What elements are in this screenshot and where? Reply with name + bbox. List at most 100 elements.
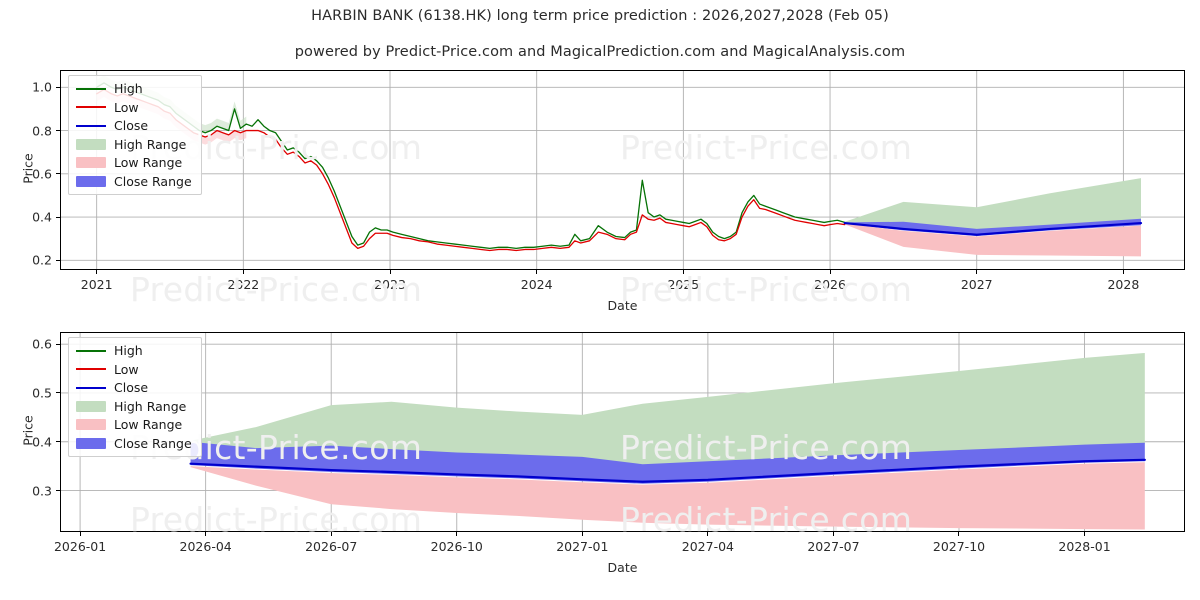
y-axis-tick-mark (56, 259, 60, 261)
x-axis-tick-label: 2028-01 (1058, 539, 1111, 554)
legend-label: Low Range (114, 417, 183, 432)
x-axis-tick-mark (79, 532, 81, 536)
x-axis-tick-label: 2022 (227, 277, 260, 292)
x-axis-tick-mark (205, 532, 207, 536)
overview-legend: High Low Close High Range Low Range Close Ran… (68, 75, 202, 195)
y-axis-tick-mark (56, 490, 60, 492)
page-title: HARBIN BANK (6138.HK) long term price pr… (311, 8, 889, 24)
legend-item-close-range: Close Range (76, 436, 192, 451)
legend-swatch-line (76, 87, 106, 90)
legend-label: High Range (114, 136, 187, 152)
legend-label: Close Range (114, 435, 192, 451)
x-axis-tick-mark (976, 270, 978, 274)
x-axis-tick-label: 2021 (80, 277, 113, 292)
legend-swatch-patch (76, 138, 106, 150)
y-axis-tick-label: 0.4 (32, 434, 52, 450)
y-axis-tick-mark (56, 173, 60, 175)
x-axis-tick-label: 2026-04 (179, 539, 232, 554)
legend-label: High Range (114, 398, 187, 414)
x-axis-tick-label: 2026-07 (305, 539, 358, 554)
x-axis-tick-mark (1122, 270, 1124, 274)
x-axis-tick-mark (536, 270, 538, 274)
y-axis-tick-label: 0.2 (32, 252, 52, 268)
x-axis-tick-label: 2027-01 (556, 539, 609, 554)
y-axis-tick-mark (56, 130, 60, 132)
legend-label: High (114, 81, 143, 96)
legend-item-high: High (76, 343, 192, 358)
overview-chart: High Low Close High Range Low Range Close Ran… (60, 70, 1185, 270)
legend-swatch-patch (76, 419, 106, 430)
page-subtitle: powered by Predict-Price.com and Magical… (294, 44, 906, 60)
legend-label: Low (114, 361, 139, 377)
x-axis-tick-label: 2026 (814, 277, 846, 292)
y-axis-tick-label: 1.0 (32, 79, 52, 95)
legend-swatch-line (76, 106, 106, 108)
overview-plot-frame (60, 70, 1185, 270)
legend-swatch-patch (76, 400, 106, 412)
x-axis-tick-label: 2026-10 (430, 539, 483, 554)
y-axis-tick-label: 0.3 (32, 483, 52, 499)
y-axis-tick-mark (56, 216, 60, 218)
legend-label: Close (114, 118, 149, 133)
forecast-plot-frame (60, 332, 1185, 532)
x-axis-tick-mark (958, 532, 960, 536)
legend-swatch-patch (76, 157, 106, 168)
legend-swatch-line (76, 349, 106, 352)
legend-item-close-range: Close Range (76, 174, 192, 189)
x-axis-tick-label: 2028 (1107, 277, 1140, 292)
x-axis-tick-mark (829, 270, 831, 274)
legend-swatch-line (76, 386, 106, 389)
x-axis-title: Date (607, 560, 638, 575)
x-axis-tick-mark (456, 532, 458, 536)
x-axis-tick-mark (832, 532, 834, 536)
x-axis-tick-label: 2023 (374, 277, 406, 292)
x-axis-tick-mark (707, 532, 709, 536)
forecast-detail-chart: High Low Close High Range Low Range Close Ran… (60, 332, 1185, 532)
x-axis-tick-label: 2027-10 (932, 539, 986, 554)
legend-item-close: Close (76, 380, 192, 395)
y-axis-tick-label: 0.8 (32, 123, 52, 139)
legend-label: Close (114, 380, 149, 395)
y-axis-title: Price (20, 153, 36, 184)
legend-item-high-range: High Range (76, 137, 192, 152)
x-axis-tick-mark (581, 532, 583, 536)
x-axis-tick-mark (330, 532, 332, 536)
legend-item-low-range: Low Range (76, 417, 192, 432)
legend-label: Low Range (114, 155, 183, 170)
y-axis-tick-label: 0.6 (32, 336, 52, 352)
y-axis-tick-mark (56, 343, 60, 345)
y-axis-tick-label: 0.4 (32, 209, 52, 225)
legend-label: Close Range (114, 173, 192, 189)
x-axis-tick-label: 2024 (520, 277, 553, 292)
legend-item-high-range: High Range (76, 399, 192, 414)
y-axis-tick-mark (56, 392, 60, 394)
forecast-plot-area (60, 332, 1185, 532)
legend-swatch-patch (76, 175, 106, 187)
x-axis-tick-label: 2027-04 (681, 539, 734, 554)
legend-swatch-patch (76, 437, 106, 449)
x-axis-tick-label: 2027-07 (807, 539, 860, 554)
forecast-legend: High Low Close High Range Low Range Close Ran… (68, 337, 202, 457)
y-axis-tick-mark (56, 441, 60, 443)
x-axis-tick-label: 2027 (960, 277, 993, 292)
y-axis-title: Price (20, 415, 36, 446)
legend-label: Low (114, 99, 139, 115)
legend-item-close: Close (76, 118, 192, 133)
y-axis-tick-label: 0.6 (32, 166, 52, 182)
legend-swatch-line (76, 124, 106, 127)
y-axis-tick-label: 0.5 (32, 385, 52, 401)
legend-item-low: Low (76, 100, 192, 115)
x-axis-tick-mark (389, 270, 391, 274)
x-axis-title: Date (607, 298, 638, 313)
x-axis-tick-label: 2025 (667, 277, 700, 292)
x-axis-tick-mark (96, 270, 98, 274)
legend-item-low: Low (76, 362, 192, 377)
y-axis-tick-mark (56, 86, 60, 88)
x-axis-tick-mark (1084, 532, 1086, 536)
legend-label: High (114, 343, 143, 358)
x-axis-tick-label: 2026-01 (53, 539, 107, 554)
legend-swatch-line (76, 368, 106, 370)
x-axis-tick-mark (682, 270, 684, 274)
x-axis-tick-mark (242, 270, 244, 274)
legend-item-low-range: Low Range (76, 155, 192, 170)
